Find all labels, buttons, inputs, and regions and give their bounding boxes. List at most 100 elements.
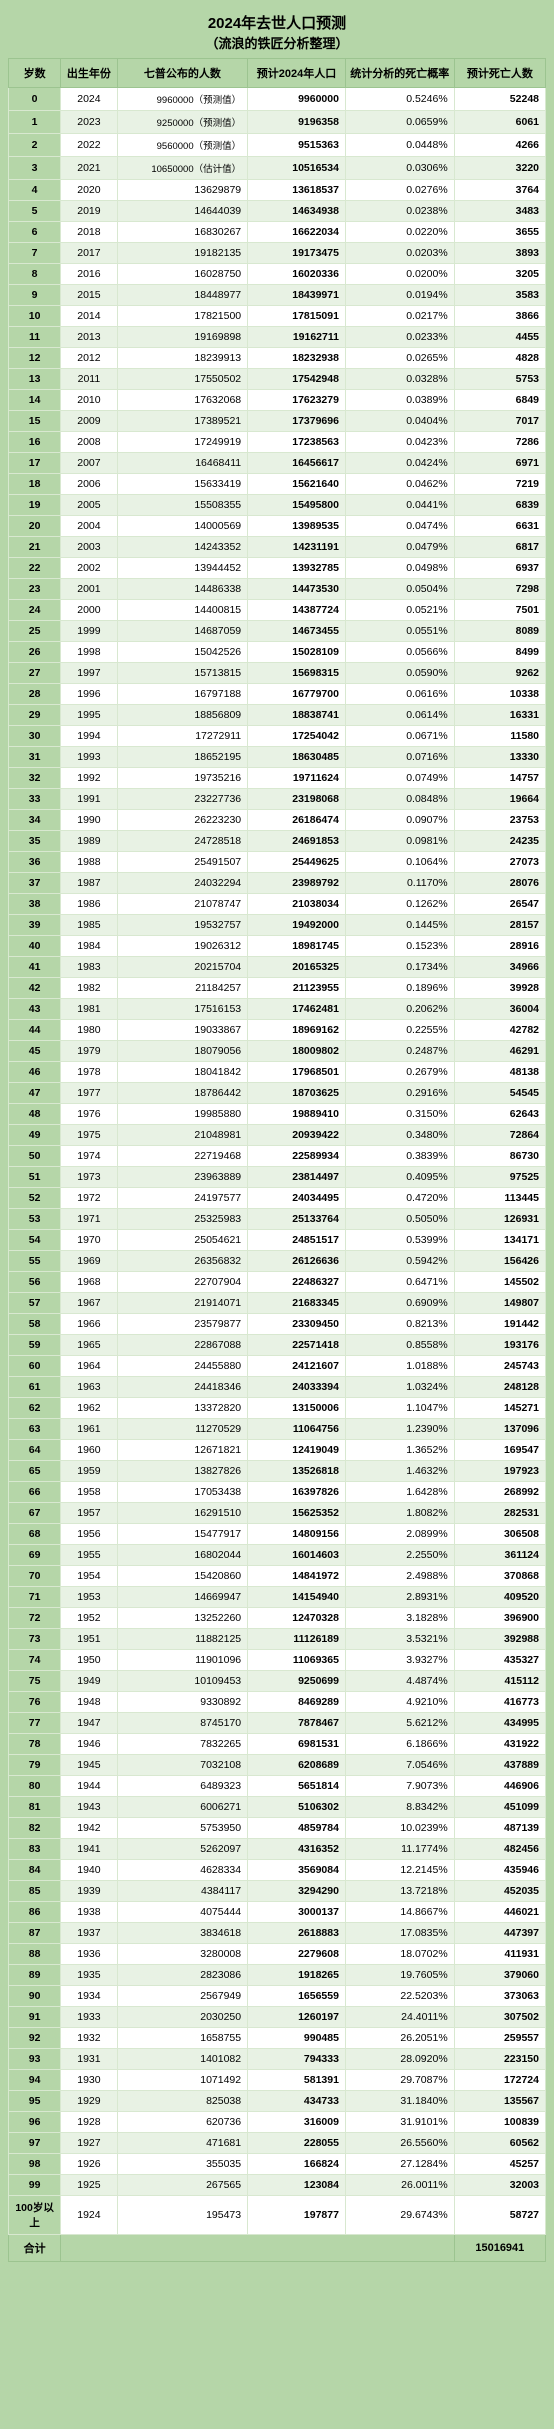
cell-rate: 10.0239% <box>345 1818 454 1839</box>
cell-est-2024: 21123955 <box>248 978 346 999</box>
cell-year: 1979 <box>61 1041 118 1062</box>
cell-rate: 0.2487% <box>345 1041 454 1062</box>
table-row: 96192862073631600931.9101%100839 <box>9 2112 546 2133</box>
cell-age: 49 <box>9 1125 61 1146</box>
cell-year: 1962 <box>61 1398 118 1419</box>
table-row: 97192747168122805526.5560%60562 <box>9 2133 546 2154</box>
cell-est-2024: 17968501 <box>248 1062 346 1083</box>
cell-year: 2017 <box>61 243 118 264</box>
cell-census-pop: 7832265 <box>117 1734 247 1755</box>
cell-deaths: 3205 <box>454 264 545 285</box>
table-row: 27199715713815156983150.0590%9262 <box>9 663 546 684</box>
cell-age: 40 <box>9 936 61 957</box>
cell-rate: 17.0835% <box>345 1923 454 1944</box>
cell-year: 1992 <box>61 768 118 789</box>
table-row: 66195817053438163978261.6428%268992 <box>9 1482 546 1503</box>
cell-est-2024: 3569084 <box>248 1860 346 1881</box>
cell-deaths: 52248 <box>454 88 545 111</box>
cell-est-2024: 21683345 <box>248 1293 346 1314</box>
cell-deaths: 42782 <box>454 1020 545 1041</box>
col-est-2024: 预计2024年人口 <box>248 59 346 88</box>
table-row: 62196213372820131500061.1047%145271 <box>9 1398 546 1419</box>
table-row: 941930107149258139129.7087%172724 <box>9 2070 546 2091</box>
cell-rate: 0.0566% <box>345 642 454 663</box>
cell-est-2024: 4859784 <box>248 1818 346 1839</box>
cell-est-2024: 14634938 <box>248 201 346 222</box>
cell-est-2024: 12419049 <box>248 1440 346 1461</box>
cell-age: 87 <box>9 1923 61 1944</box>
cell-year: 1984 <box>61 936 118 957</box>
cell-age: 36 <box>9 852 61 873</box>
cell-est-2024: 14154940 <box>248 1587 346 1608</box>
cell-census-pop: 16802044 <box>117 1545 247 1566</box>
cell-age: 39 <box>9 915 61 936</box>
cell-deaths: 32003 <box>454 2175 545 2196</box>
cell-est-2024: 228055 <box>248 2133 346 2154</box>
cell-deaths: 446021 <box>454 1902 545 1923</box>
table-row: 12201218239913182329380.0265%4828 <box>9 348 546 369</box>
cell-rate: 0.0217% <box>345 306 454 327</box>
cell-age: 44 <box>9 1020 61 1041</box>
cell-age: 64 <box>9 1440 61 1461</box>
cell-year: 1972 <box>61 1188 118 1209</box>
table-row: 17200716468411164566170.0424%6971 <box>9 453 546 474</box>
cell-age: 61 <box>9 1377 61 1398</box>
cell-rate: 0.0233% <box>345 327 454 348</box>
cell-year: 1932 <box>61 2028 118 2049</box>
cell-age: 58 <box>9 1314 61 1335</box>
table-row: 55196926356832261266360.5942%156426 <box>9 1251 546 1272</box>
cell-est-2024: 17462481 <box>248 999 346 1020</box>
cell-census-pop: 17821500 <box>117 306 247 327</box>
cell-deaths: 46291 <box>454 1041 545 1062</box>
table-header-row: 岁数 出生年份 七普公布的人数 预计2024年人口 统计分析的死亡概率 预计死亡… <box>9 59 546 88</box>
cell-deaths: 431922 <box>454 1734 545 1755</box>
table-row: 22200213944452139327850.0498%6937 <box>9 558 546 579</box>
population-table: 岁数 出生年份 七普公布的人数 预计2024年人口 统计分析的死亡概率 预计死亡… <box>8 58 546 2262</box>
cell-est-2024: 17379696 <box>248 411 346 432</box>
cell-age: 99 <box>9 2175 61 2196</box>
cell-age: 25 <box>9 621 61 642</box>
cell-year: 1950 <box>61 1650 118 1671</box>
cell-deaths: 126931 <box>454 1209 545 1230</box>
cell-year: 1988 <box>61 852 118 873</box>
cell-year: 1944 <box>61 1776 118 1797</box>
cell-est-2024: 20939422 <box>248 1125 346 1146</box>
cell-rate: 0.2062% <box>345 999 454 1020</box>
cell-deaths: 437889 <box>454 1755 545 1776</box>
cell-census-pop: 26223230 <box>117 810 247 831</box>
cell-rate: 0.1262% <box>345 894 454 915</box>
cell-year: 1956 <box>61 1524 118 1545</box>
cell-rate: 0.0441% <box>345 495 454 516</box>
cell-census-pop: 26356832 <box>117 1251 247 1272</box>
cell-census-pop: 355035 <box>117 2154 247 2175</box>
cell-year: 1930 <box>61 2070 118 2091</box>
table-row: 120239250000（预测值）91963580.0659%6061 <box>9 111 546 134</box>
cell-deaths: 411931 <box>454 1944 545 1965</box>
cell-rate: 19.7605% <box>345 1965 454 1986</box>
cell-rate: 0.0716% <box>345 747 454 768</box>
page-title: 2024年去世人口预测 <box>8 8 546 33</box>
cell-year: 1980 <box>61 1020 118 1041</box>
cell-est-2024: 18981745 <box>248 936 346 957</box>
cell-census-pop: 4075444 <box>117 1902 247 1923</box>
cell-deaths: 48138 <box>454 1062 545 1083</box>
cell-est-2024: 15495800 <box>248 495 346 516</box>
cell-census-pop: 17550502 <box>117 369 247 390</box>
table-row: 41198320215704201653250.1734%34966 <box>9 957 546 978</box>
table-row: 9201518448977184399710.0194%3583 <box>9 285 546 306</box>
cell-rate: 0.0590% <box>345 663 454 684</box>
cell-year: 1977 <box>61 1083 118 1104</box>
cell-census-pop: 7032108 <box>117 1755 247 1776</box>
cell-deaths: 45257 <box>454 2154 545 2175</box>
table-row: 29199518856809188387410.0614%16331 <box>9 705 546 726</box>
cell-rate: 26.2051% <box>345 2028 454 2049</box>
cell-census-pop: 17389521 <box>117 411 247 432</box>
cell-deaths: 4828 <box>454 348 545 369</box>
table-row: 3202110650000（估计值）105165340.0306%3220 <box>9 157 546 180</box>
cell-year: 1971 <box>61 1209 118 1230</box>
cell-age: 27 <box>9 663 61 684</box>
table-row: 921932165875599048526.2051%259557 <box>9 2028 546 2049</box>
cell-deaths: 60562 <box>454 2133 545 2154</box>
cell-census-pop: 17516153 <box>117 999 247 1020</box>
cell-deaths: 26547 <box>454 894 545 915</box>
